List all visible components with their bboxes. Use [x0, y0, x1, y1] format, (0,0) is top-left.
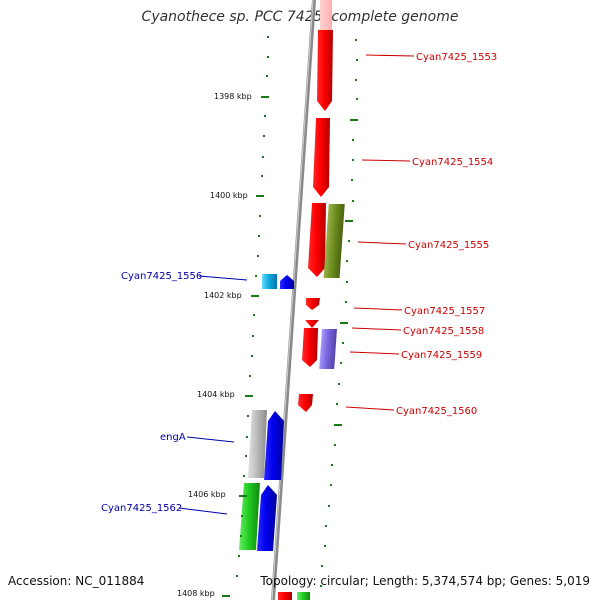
gene-olive[interactable] — [323, 204, 345, 278]
gene-cyan7425-1553[interactable] — [317, 30, 333, 111]
accession-text: Accession: NC_011884 — [8, 574, 145, 588]
scale-label: 1408 kbp — [177, 589, 215, 598]
label-leader-line — [345, 406, 395, 411]
gene-cyan7425-1558[interactable] — [305, 320, 319, 328]
gene-label[interactable]: Cyan7425_1560 — [396, 406, 477, 417]
gene-blue-lower[interactable] — [257, 485, 277, 551]
scale-label: 1406 kbp — [188, 490, 226, 499]
gene-label[interactable]: Cyan7425_1562 — [101, 503, 182, 514]
gene-cyan7425-1557[interactable] — [306, 298, 320, 310]
gene-top-partial — [320, 0, 332, 33]
gene-cyan7425-1560[interactable] — [298, 394, 313, 412]
gene-label[interactable]: Cyan7425_1553 — [416, 52, 497, 63]
gene-labels: Cyan7425_1553 Cyan7425_1554 Cyan7425_1555 C… — [101, 52, 497, 515]
gene-cyan7425-1556[interactable] — [262, 274, 277, 289]
genome-backbone — [271, 0, 316, 600]
scale-labels: 1398 kbp 1400 kbp 1402 kbp 1404 kbp 1406 kbp… — [177, 92, 252, 598]
topology-text: Topology: circular; Length: 5,374,574 bp… — [260, 574, 590, 588]
scale-label: 1402 kbp — [204, 291, 242, 300]
gene-blue-small[interactable] — [280, 275, 294, 289]
gene-label[interactable]: Cyan7425_1554 — [412, 157, 493, 168]
gene-engA[interactable] — [264, 411, 284, 480]
label-leader-line — [351, 327, 402, 331]
gene-label[interactable]: Cyan7425_1559 — [401, 350, 482, 361]
label-leader-line — [198, 275, 248, 281]
gene-purple[interactable] — [319, 329, 337, 369]
gene-bottom-green — [297, 592, 310, 600]
gene-grey[interactable] — [248, 410, 267, 478]
label-leader-line — [353, 307, 403, 311]
gene-label[interactable]: engA — [160, 432, 186, 443]
scale-label: 1398 kbp — [214, 92, 252, 101]
gene-cyan7425-1559[interactable] — [302, 328, 318, 367]
gene-label[interactable]: Cyan7425_1558 — [403, 326, 484, 337]
label-leader-line — [365, 54, 415, 57]
label-leader-line — [361, 159, 411, 162]
gene-label[interactable]: Cyan7425_1557 — [404, 306, 485, 317]
genome-backbone-highlight — [271, 0, 314, 600]
label-leader-line — [178, 507, 228, 515]
gene-cyan7425-1555[interactable] — [308, 203, 326, 277]
gene-cyan7425-1562[interactable] — [239, 483, 260, 550]
gene-label[interactable]: Cyan7425_1556 — [121, 271, 202, 282]
tick-marks — [222, 36, 358, 597]
gene-label[interactable]: Cyan7425_1555 — [408, 240, 489, 251]
map-title: Cyanothece sp. PCC 7425, complete genome — [141, 9, 459, 25]
scale-label: 1404 kbp — [197, 390, 235, 399]
gene-bottom-red — [278, 592, 292, 600]
label-leader-line — [186, 436, 235, 443]
gene-cyan7425-1554[interactable] — [313, 118, 330, 197]
scale-label: 1400 kbp — [210, 191, 248, 200]
label-leader-line — [349, 351, 400, 355]
label-leader-line — [357, 241, 407, 245]
